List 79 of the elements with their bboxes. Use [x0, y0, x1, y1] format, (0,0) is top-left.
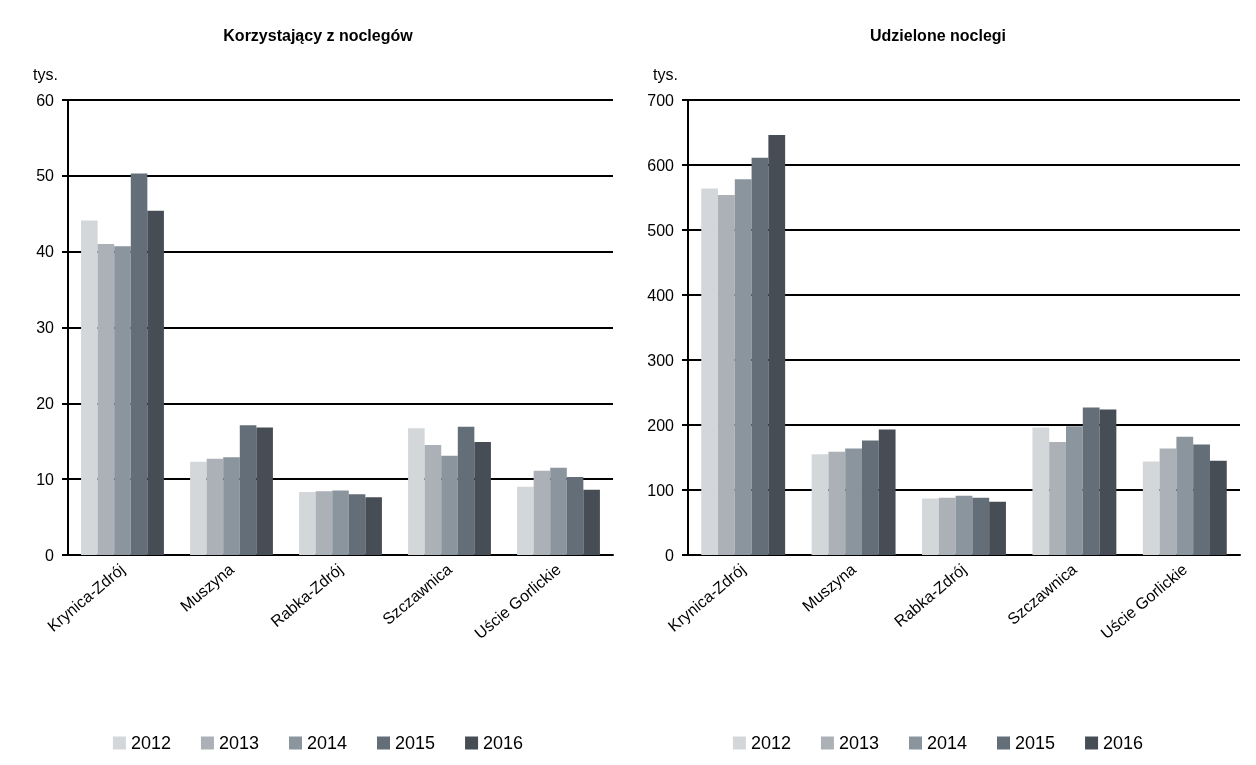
bar: [315, 491, 333, 555]
bar: [206, 458, 224, 555]
y-tick-label: 50: [36, 167, 55, 185]
bar: [734, 179, 752, 555]
y-tick-label: 20: [36, 394, 55, 412]
bar: [811, 454, 829, 555]
bar: [701, 188, 719, 555]
y-tick-label: 100: [647, 481, 675, 499]
legend-label: 2014: [306, 733, 348, 753]
bar: [517, 486, 534, 555]
bar: [365, 497, 382, 555]
y-tick-label: 200: [647, 416, 675, 434]
bar: [922, 498, 939, 555]
y-tick-label: 600: [647, 156, 675, 174]
bar: [299, 492, 316, 555]
y-tick-label: 500: [647, 221, 675, 239]
bar: [989, 501, 1006, 555]
bar: [81, 220, 98, 555]
y-axis-title: tys.: [653, 65, 678, 83]
bar: [114, 246, 131, 555]
y-tick-label: 30: [36, 319, 55, 336]
bar: [878, 429, 896, 555]
bar: [130, 173, 148, 555]
legend-label: 2015: [395, 733, 436, 753]
bar: [1142, 461, 1160, 555]
y-axis-title: tys.: [33, 65, 58, 83]
chart-title: Udzielone noclegi: [869, 26, 1007, 44]
bar: [828, 451, 846, 555]
y-tick-label: 400: [647, 286, 675, 304]
bar: [223, 457, 240, 555]
bar: [147, 210, 164, 555]
bar: [861, 440, 879, 555]
legend-label: 2014: [926, 733, 968, 753]
y-tick-label: 40: [36, 243, 55, 261]
bar: [1099, 409, 1117, 555]
y-tick-label: 0: [45, 546, 55, 564]
bar: [566, 476, 584, 555]
legend-label: 2012: [750, 733, 791, 753]
y-tick-label: 0: [665, 546, 675, 564]
bar: [332, 490, 349, 555]
y-tick-label: 10: [36, 470, 55, 488]
bar: [474, 442, 491, 555]
bar: [1159, 448, 1177, 555]
y-tick-label: 60: [36, 91, 55, 109]
bar: [348, 494, 366, 555]
bar: [1193, 444, 1210, 555]
bar: [457, 426, 475, 555]
bar: [550, 467, 567, 555]
legend-label: 2016: [1103, 733, 1144, 753]
bar: [938, 497, 956, 555]
bar: [845, 448, 862, 555]
bar: [1176, 436, 1194, 555]
bar: [768, 135, 786, 555]
bar: [190, 461, 207, 555]
bar: [1049, 441, 1067, 555]
bar: [718, 194, 735, 555]
bar: [1066, 426, 1083, 555]
legend-label: 2016: [483, 733, 524, 753]
bar: [97, 244, 115, 555]
bar: [533, 470, 551, 555]
bar: [424, 445, 442, 555]
bar: [1209, 460, 1227, 555]
bar: [408, 428, 425, 555]
y-tick-label: 700: [647, 91, 675, 109]
y-tick-label: 300: [647, 351, 675, 369]
bar: [751, 157, 769, 555]
bar: [972, 497, 990, 555]
bar: [955, 495, 973, 555]
legend-label: 2013: [218, 733, 259, 753]
bar: [1082, 407, 1100, 555]
chart-title: Korzystający z noclegów: [223, 26, 414, 44]
bar: [239, 425, 257, 555]
bar: [441, 455, 458, 555]
bar: [256, 427, 273, 555]
bar: [583, 489, 600, 555]
legend-label: 2013: [838, 733, 879, 753]
legend-label: 2015: [1015, 733, 1056, 753]
legend-label: 2012: [130, 733, 171, 753]
bar: [1032, 427, 1050, 555]
